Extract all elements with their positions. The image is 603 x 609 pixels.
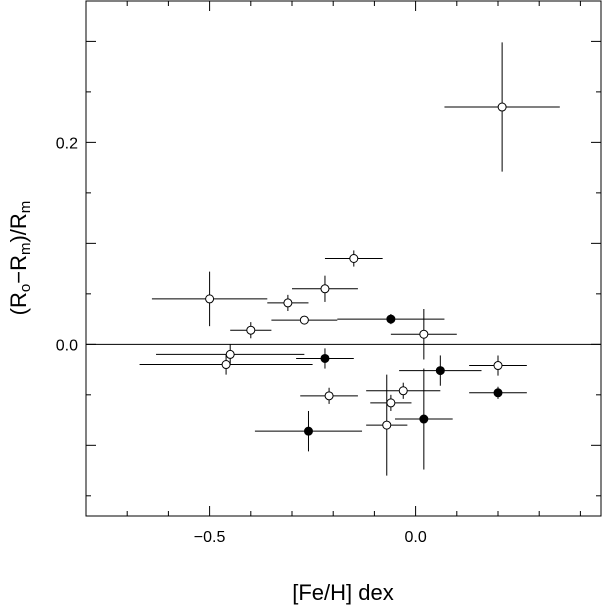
open-data-point: [283, 298, 293, 308]
open-data-point: [299, 315, 309, 325]
filled-data-point: [419, 414, 429, 424]
x-axis-title: [Fe/H] dex: [292, 580, 393, 605]
open-data-point: [246, 325, 256, 335]
x-tick-label: −0.5: [194, 529, 226, 546]
axis-ticks: [85, 1, 601, 516]
plot-frame: [85, 0, 602, 517]
open-data-point: [386, 398, 396, 408]
open-data-point: [324, 391, 334, 401]
filled-data-point: [386, 314, 396, 324]
open-data-point: [382, 420, 392, 430]
tick-labels: −0.5 0.0 0.0 0.2: [56, 135, 427, 546]
open-data-point: [225, 349, 235, 359]
open-data-point: [205, 294, 215, 304]
open-data-point: [497, 102, 507, 112]
y-axis-title-text: (Ro−Rm)/Rm: [6, 201, 34, 316]
y-tick-label: 0.2: [56, 135, 78, 152]
filled-data-point: [320, 353, 330, 363]
data-points: [205, 102, 507, 436]
filled-data-point: [435, 366, 445, 376]
open-data-point: [221, 360, 231, 370]
open-data-point: [349, 254, 359, 263]
filled-data-point: [303, 426, 313, 436]
x-tick-label: 0.0: [404, 529, 426, 546]
y-axis-title: (Ro−Rm)/Rm: [6, 201, 34, 316]
filled-data-point: [493, 388, 503, 398]
open-data-point: [320, 284, 330, 294]
open-data-point: [493, 361, 503, 371]
y-tick-label: 0.0: [56, 337, 78, 354]
open-data-point: [398, 386, 408, 396]
open-data-point: [419, 329, 429, 339]
